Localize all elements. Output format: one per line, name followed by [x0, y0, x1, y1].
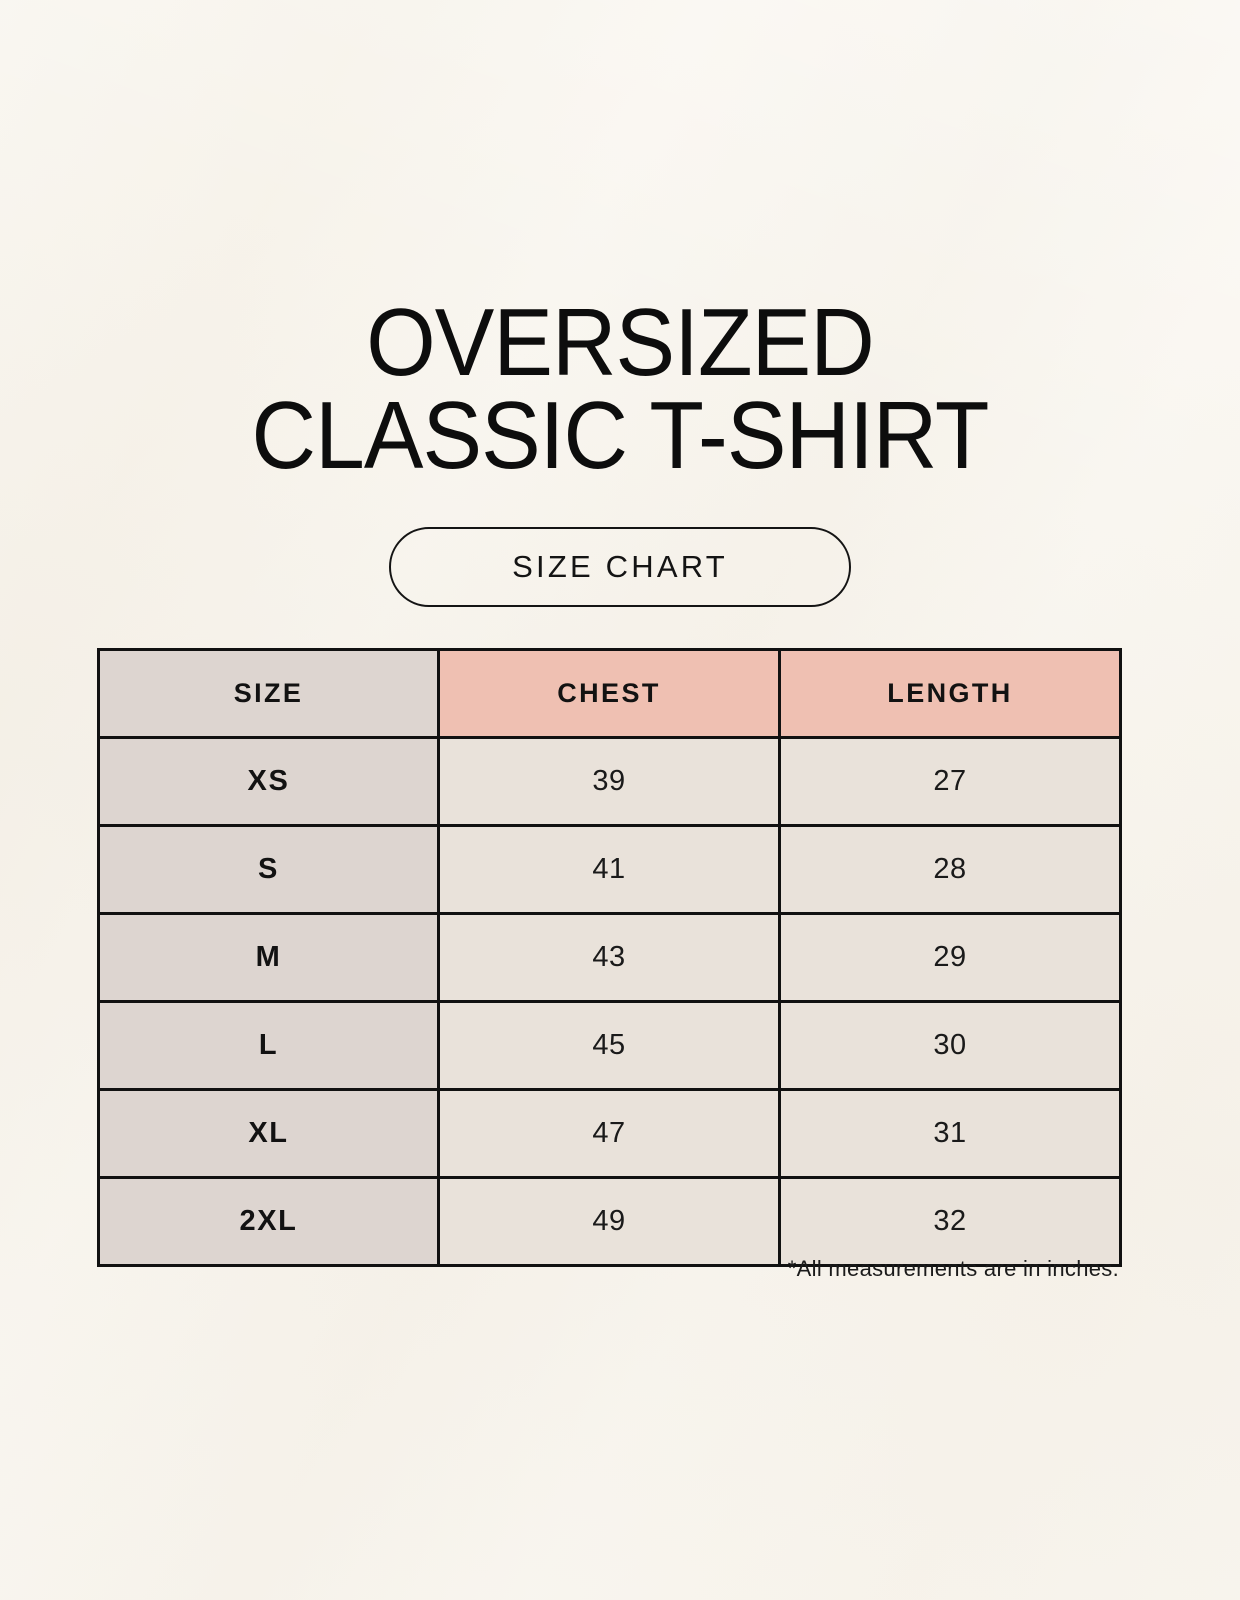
title-line-1: OVERSIZED	[366, 289, 874, 396]
row-length-value: 27	[778, 736, 1122, 827]
row-chest-value: 43	[437, 912, 781, 1003]
table-row: XS 39 27	[97, 736, 1122, 827]
row-chest-value: 49	[437, 1176, 781, 1267]
row-size-label: XL	[97, 1088, 440, 1179]
size-chart-badge: SIZE CHART	[389, 527, 851, 607]
table-row: XL 47 31	[97, 1088, 1122, 1179]
row-chest-value: 45	[437, 1000, 781, 1091]
row-size-label: M	[97, 912, 440, 1003]
column-header-length: LENGTH	[778, 648, 1122, 739]
row-size-label: 2XL	[97, 1176, 440, 1267]
row-length-value: 28	[778, 824, 1122, 915]
size-chart-badge-container: SIZE CHART	[0, 527, 1240, 607]
size-chart-table-container: SIZE CHEST LENGTH XS 39 27 S 41 28 M	[97, 648, 1122, 1267]
row-size-label: XS	[97, 736, 440, 827]
row-length-value: 30	[778, 1000, 1122, 1091]
row-size-label: L	[97, 1000, 440, 1091]
table-row: S 41 28	[97, 824, 1122, 915]
column-header-size: SIZE	[97, 648, 440, 739]
column-header-chest: CHEST	[437, 648, 781, 739]
table-row: M 43 29	[97, 912, 1122, 1003]
row-length-value: 32	[778, 1176, 1122, 1267]
row-length-value: 31	[778, 1088, 1122, 1179]
row-chest-value: 41	[437, 824, 781, 915]
title-line-2: CLASSIC T-SHIRT	[251, 382, 990, 490]
page-title: OVERSIZED CLASSIC T-SHIRT	[0, 289, 1240, 490]
table-header: SIZE CHEST LENGTH	[97, 648, 1122, 739]
table-body: XS 39 27 S 41 28 M 43 29 L 45 30	[97, 736, 1122, 1267]
table-row: L 45 30	[97, 1000, 1122, 1091]
row-chest-value: 47	[437, 1088, 781, 1179]
row-size-label: S	[97, 824, 440, 915]
row-chest-value: 39	[437, 736, 781, 827]
row-length-value: 29	[778, 912, 1122, 1003]
table-row: 2XL 49 32	[97, 1176, 1122, 1267]
measurements-footnote: *All measurements are in inches.	[787, 1256, 1119, 1281]
size-chart-table: SIZE CHEST LENGTH XS 39 27 S 41 28 M	[97, 648, 1122, 1267]
table-header-row: SIZE CHEST LENGTH	[97, 648, 1122, 739]
